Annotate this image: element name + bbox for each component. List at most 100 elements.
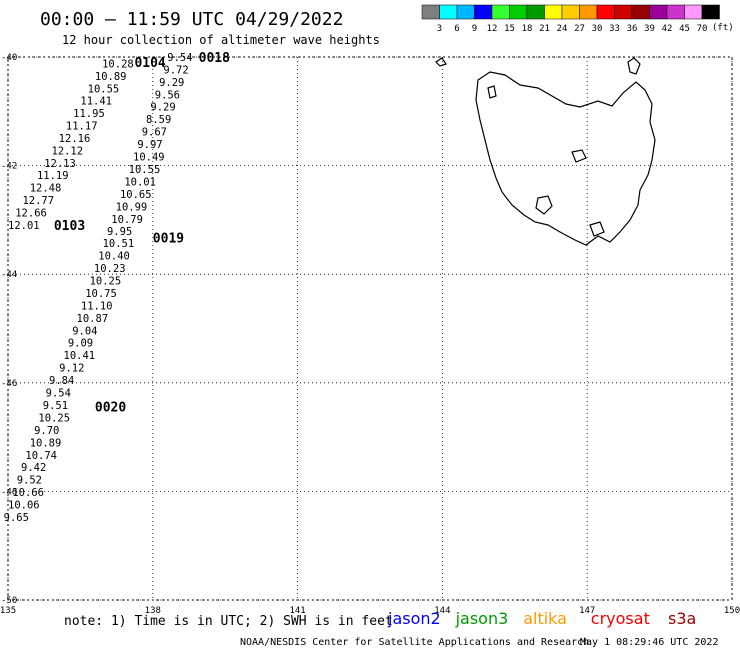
map-subtitle: 12 hour collection of altimeter wave hei…: [62, 33, 380, 47]
wave-height-label: 10.55: [129, 164, 161, 176]
wave-height-label: 10.75: [85, 288, 117, 300]
wave-height-label: 12.12: [51, 145, 83, 157]
scale-tick-label: 6: [454, 24, 459, 34]
pass-id-label: 0020: [95, 401, 126, 416]
wave-height-label: 9.52: [17, 474, 42, 486]
king-island: [487, 85, 497, 99]
timestamp-text: May 1 08:29:46 UTC 2022: [580, 637, 718, 648]
scale-tick-label: 3: [437, 24, 442, 34]
wave-height-label: 12.16: [59, 133, 91, 145]
island-north: [435, 57, 447, 67]
wave-height-label: 9.54: [167, 52, 192, 64]
legend-cryosat: cryosat: [591, 609, 650, 628]
scale-swatch: [579, 4, 598, 20]
pass-id-label: 0104: [134, 56, 165, 71]
wave-height-label: 8.59: [146, 114, 171, 126]
wave-height-label: 10.74: [25, 450, 57, 462]
scale-tick-label: 45: [679, 24, 690, 34]
footer-note: note: 1) Time is in UTC; 2) SWH is in fe…: [64, 614, 393, 629]
scale-tick-label: 21: [539, 24, 550, 34]
flinders-island: [627, 57, 641, 75]
scale-swatch: [561, 4, 580, 20]
wave-height-label: 9.09: [68, 338, 93, 350]
wave-height-label: 10.99: [116, 201, 148, 213]
wave-height-label: 9.56: [155, 89, 180, 101]
wave-height-label: 10.79: [111, 214, 143, 226]
scale-swatch: [474, 4, 493, 20]
color-scale-unit: (ft): [712, 23, 734, 33]
wave-height-label: 9.70: [34, 425, 59, 437]
wave-height-label: 10.28: [102, 59, 134, 71]
wave-height-label: 10.40: [98, 251, 130, 263]
wave-height-label: 11.41: [80, 95, 112, 107]
scale-tick-label: 9: [472, 24, 477, 34]
lon-tick-label: 147: [579, 606, 595, 616]
wave-height-label: 10.87: [77, 313, 109, 325]
pass-id-label: 0018: [199, 51, 230, 66]
wave-height-label: 10.51: [103, 238, 135, 250]
wave-height-label: 9.95: [107, 226, 132, 238]
wave-height-label: 12.01: [8, 220, 40, 232]
wave-height-label: 9.04: [72, 326, 97, 338]
wave-height-label: 11.10: [81, 301, 113, 313]
wave-height-label: 10.49: [133, 151, 165, 163]
scale-tick-label: 39: [644, 24, 655, 34]
wave-height-label: 9.51: [43, 400, 68, 412]
map-title: 00:00 – 11:59 UTC 04/29/2022: [40, 9, 343, 30]
lon-tick-label: 138: [145, 606, 161, 616]
scale-tick-label: 12: [487, 24, 498, 34]
scale-swatch: [631, 4, 650, 20]
wave-height-label: 9.97: [137, 139, 162, 151]
wave-height-label: 9.72: [163, 64, 188, 76]
color-scale: 3 6 9 12 15 18 21 24 27 30 33 36 39 42 45 70: [421, 4, 720, 34]
wave-height-label: 10.23: [94, 263, 126, 275]
scale-swatch: [649, 4, 668, 20]
scale-tick-label: 42: [662, 24, 673, 34]
scale-tick-label: 27: [574, 24, 585, 34]
lat-tick-label: -46: [1, 379, 17, 389]
lon-tick-label: 144: [434, 606, 450, 616]
wave-height-label: 11.95: [73, 108, 105, 120]
scale-swatch: [666, 4, 685, 20]
lat-tick-label: -40: [1, 53, 17, 63]
scale-swatch: [509, 4, 528, 20]
lake-2: [571, 149, 587, 163]
wave-height-label: 10.89: [95, 71, 127, 83]
lat-tick-label: -42: [1, 162, 17, 172]
tasmania-coastline: [475, 71, 656, 246]
pass-id-label: 0103: [54, 219, 85, 234]
scale-tick-label: 15: [504, 24, 515, 34]
wave-height-label: 11.17: [66, 120, 98, 132]
scale-tick-label: 33: [609, 24, 620, 34]
wave-height-label: 12.48: [30, 182, 62, 194]
wave-height-label: 10.89: [30, 438, 62, 450]
wave-height-label: 9.84: [49, 375, 74, 387]
lon-tick-label: 141: [289, 606, 305, 616]
wave-height-label: 12.77: [22, 195, 54, 207]
wave-height-label: 9.54: [46, 388, 71, 400]
scale-tick-label: 36: [627, 24, 638, 34]
lat-tick-label: -50: [1, 596, 17, 606]
scale-tick-label: 70: [697, 24, 708, 34]
pass-labels: 0104 0103 0018 0019 0020: [54, 51, 230, 416]
lat-tick-label: -48: [1, 487, 17, 497]
lake-1: [535, 195, 553, 215]
wave-height-label: 12.66: [15, 207, 47, 219]
scale-swatch: [421, 4, 440, 20]
wave-height-label: 12.13: [44, 158, 76, 170]
scale-swatch: [596, 4, 615, 20]
legend-jason3: jason3: [455, 609, 509, 628]
scale-swatch: [439, 4, 458, 20]
wave-height-label: 9.65: [4, 512, 29, 524]
satellite-legend: jason2 jason3 altika cryosat s3a: [387, 609, 696, 628]
wave-height-label: 10.01: [124, 176, 156, 188]
scale-swatch: [491, 4, 510, 20]
scale-swatch: [684, 4, 703, 20]
wave-height-label: 9.29: [150, 101, 175, 113]
wave-height-label: 10.25: [90, 276, 122, 288]
credit-text: NOAA/NESDIS Center for Satellite Applica…: [240, 637, 589, 648]
scale-swatch: [701, 4, 720, 20]
scale-swatch: [544, 4, 563, 20]
